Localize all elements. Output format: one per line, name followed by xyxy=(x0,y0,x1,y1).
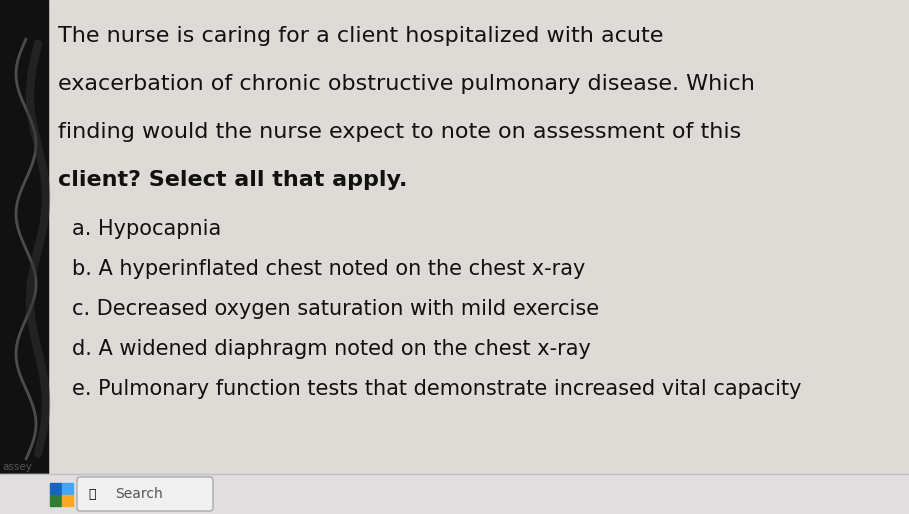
Text: finding would the nurse expect to note on assessment of this: finding would the nurse expect to note o… xyxy=(58,122,741,142)
Text: a. Hypocapnia: a. Hypocapnia xyxy=(72,219,221,239)
FancyBboxPatch shape xyxy=(77,477,213,511)
Text: d. A widened diaphragm noted on the chest x-ray: d. A widened diaphragm noted on the ches… xyxy=(72,339,591,359)
Bar xyxy=(0,0,48,476)
Text: assey: assey xyxy=(2,462,32,472)
Text: Search: Search xyxy=(115,487,163,501)
Bar xyxy=(50,495,61,506)
Text: client? Select all that apply.: client? Select all that apply. xyxy=(58,170,407,190)
Text: b. A hyperinflated chest noted on the chest x-ray: b. A hyperinflated chest noted on the ch… xyxy=(72,259,585,279)
Text: e. Pulmonary function tests that demonstrate increased vital capacity: e. Pulmonary function tests that demonst… xyxy=(72,379,802,399)
Bar xyxy=(62,483,73,494)
Text: The nurse is caring for a client hospitalized with acute: The nurse is caring for a client hospita… xyxy=(58,26,664,46)
Text: exacerbation of chronic obstructive pulmonary disease. Which: exacerbation of chronic obstructive pulm… xyxy=(58,74,754,94)
Text: c. Decreased oxygen saturation with mild exercise: c. Decreased oxygen saturation with mild… xyxy=(72,299,599,319)
Bar xyxy=(0,474,909,514)
Bar xyxy=(50,483,61,494)
Bar xyxy=(62,495,73,506)
Text: 🔍: 🔍 xyxy=(88,487,95,501)
